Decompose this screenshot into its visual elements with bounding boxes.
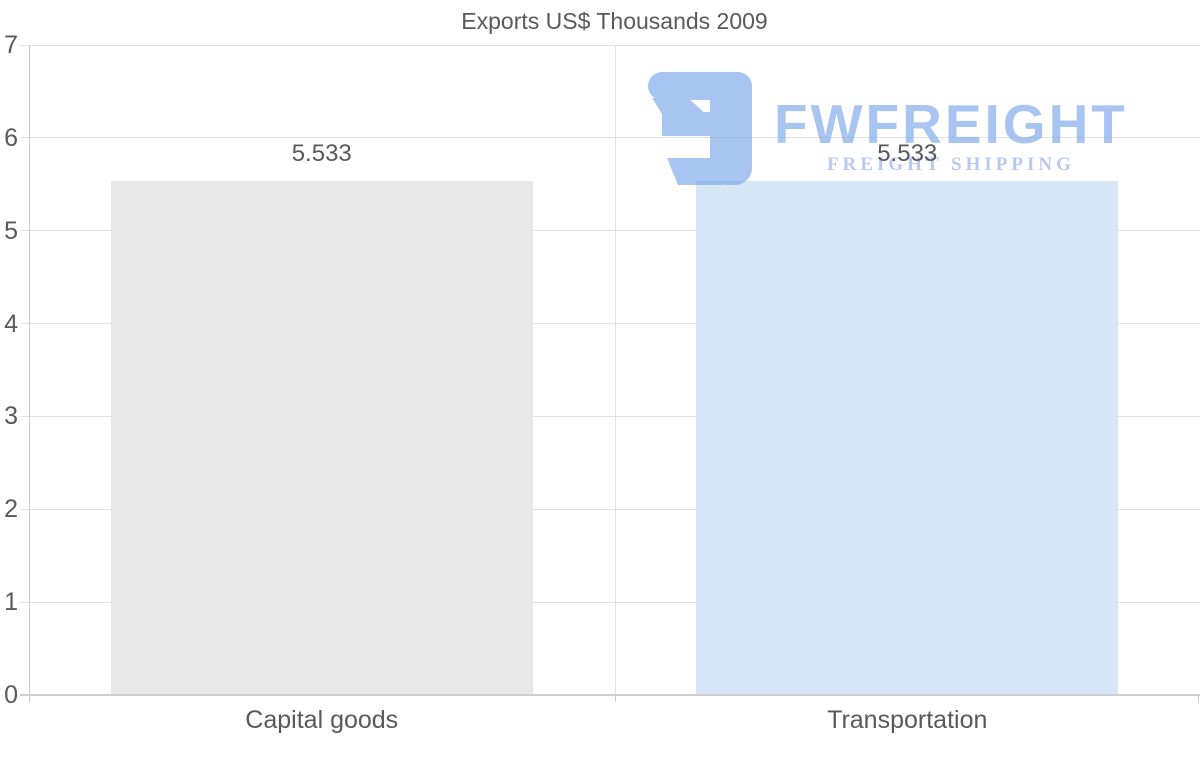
watermark-brand: FWFREIGHT — [774, 93, 1128, 155]
gridline-h-5 — [20, 230, 1200, 232]
x-axis-tick-0 — [29, 695, 30, 702]
category-divider-1 — [614, 45, 616, 695]
fw-logo-icon — [648, 72, 752, 185]
x-axis-tick-2 — [1198, 695, 1199, 702]
y-tick-label-7: 7 — [4, 31, 18, 59]
value-label-transportation: 5.533 — [877, 140, 938, 168]
chart-title: Exports US$ Thousands 2009 — [461, 8, 768, 34]
y-tick-label-5: 5 — [4, 216, 18, 245]
gridline-h-1 — [20, 601, 1200, 603]
value-label-capital-goods: 5.533 — [291, 140, 352, 168]
x-axis-line — [20, 694, 1200, 696]
y-tick-label-6: 6 — [4, 123, 18, 152]
watermark-tagline: FREIGHT SHIPPING — [827, 154, 1075, 175]
y-tick-label-3: 3 — [4, 402, 18, 431]
bar-transportation — [696, 181, 1119, 695]
y-tick-label-1: 1 — [4, 588, 18, 617]
y-tick-label-0: 0 — [4, 681, 18, 709]
gridline-h-2 — [20, 508, 1200, 510]
category-label-transportation: Transportation — [827, 706, 988, 734]
gridline-h-7 — [20, 44, 1200, 46]
category-label-capital-goods: Capital goods — [245, 706, 399, 734]
x-axis-tick-1 — [614, 695, 616, 702]
bar-capital-goods — [110, 181, 533, 695]
y-tick-label-2: 2 — [4, 495, 18, 524]
y-tick-label-4: 4 — [4, 309, 18, 338]
watermark: FWFREIGHT FREIGHT SHIPPING — [648, 72, 1128, 185]
gridline-h-3 — [20, 415, 1200, 417]
gridline-h-4 — [20, 323, 1200, 325]
gridline-h-6 — [20, 137, 1200, 139]
y-axis-line — [29, 45, 30, 695]
